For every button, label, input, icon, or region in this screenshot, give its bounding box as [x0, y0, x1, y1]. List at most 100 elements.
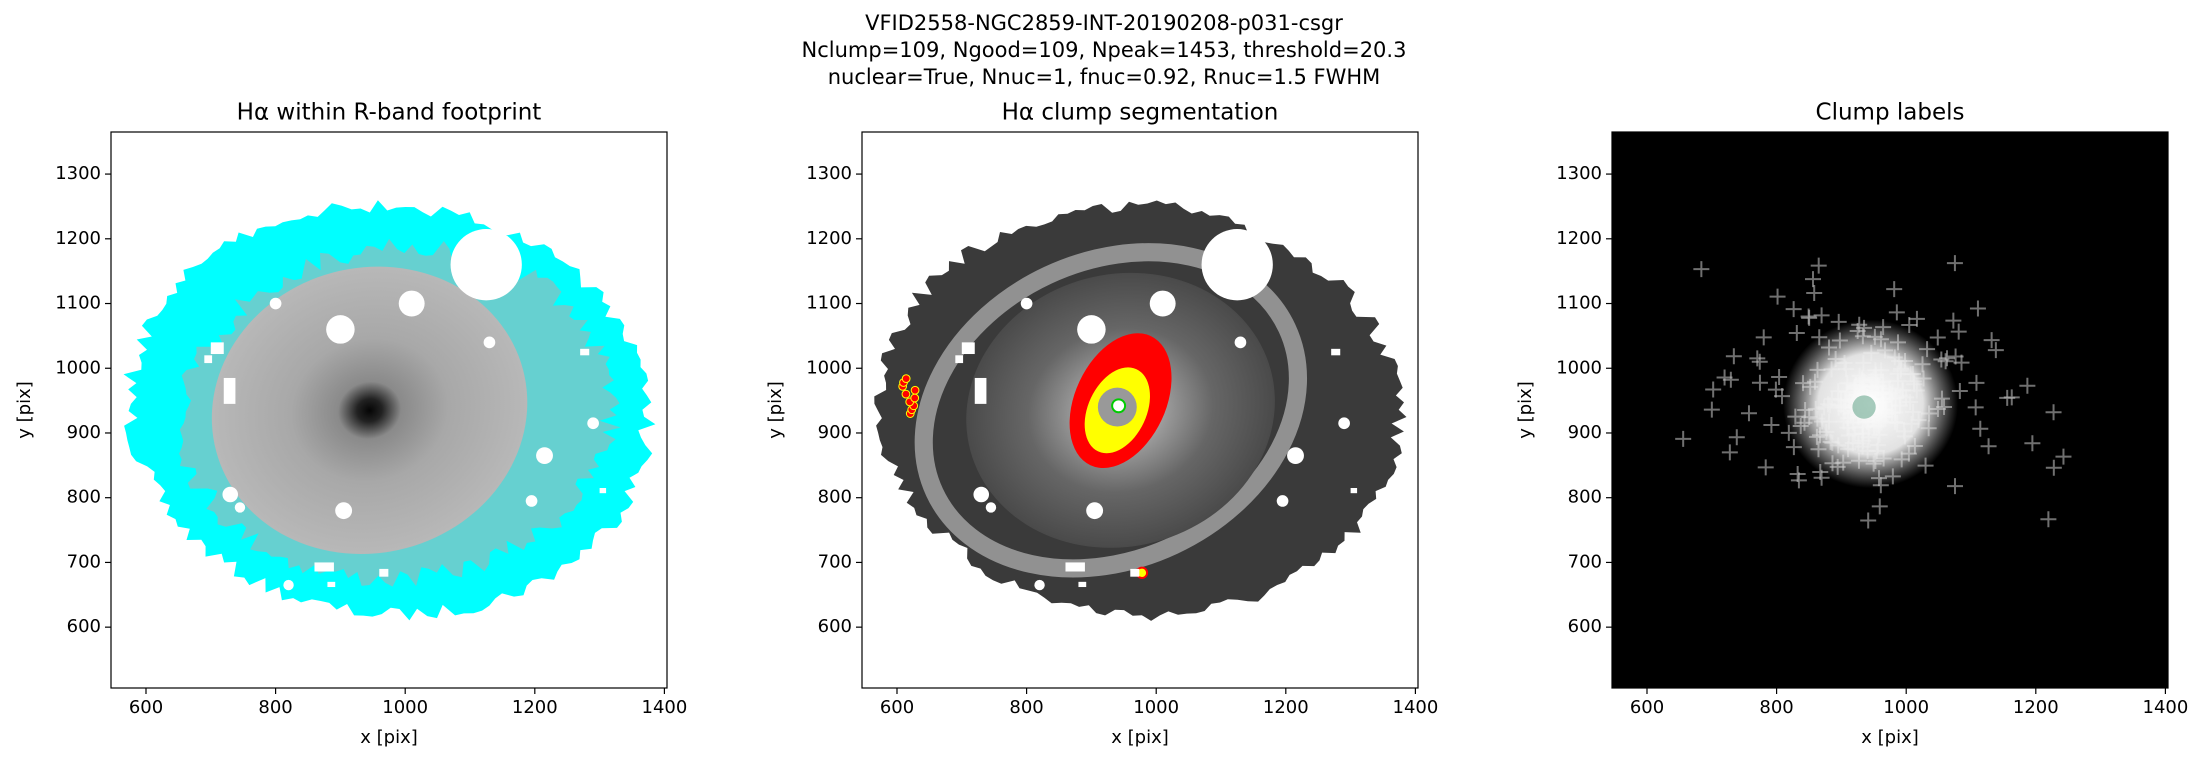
clump-marker [1703, 401, 1720, 418]
y-tick-label: 800 [67, 487, 101, 508]
y-tick-label: 900 [1568, 422, 1602, 443]
masked-area [1065, 562, 1085, 572]
y-tick-label: 900 [67, 422, 101, 443]
masked-area [314, 562, 334, 572]
clump-marker [1805, 271, 1822, 288]
masked-area [955, 355, 964, 364]
clump-marker [1983, 332, 2000, 349]
masked-area [223, 377, 236, 404]
clump-marker [1969, 300, 1986, 317]
clump-marker [1888, 304, 1905, 321]
axes-frame [110, 131, 668, 689]
masked-hole [985, 502, 997, 513]
x-axis-label: x [pix] [1111, 727, 1169, 748]
suptitle: VFID2558-NGC2859-INT-20190208-p031-csgr [865, 11, 1343, 35]
masked-area [210, 342, 224, 355]
x-tick-label: 1200 [2013, 697, 2059, 718]
masked-area [327, 581, 336, 588]
y-tick-label: 600 [1568, 616, 1602, 637]
masked-hole [1086, 502, 1104, 520]
clump-marker [1967, 399, 1984, 416]
axes-frame [861, 131, 1419, 689]
y-tick-label: 1300 [55, 163, 101, 184]
y-tick-label: 1000 [806, 357, 852, 378]
y-tick-label: 700 [1568, 551, 1602, 572]
masked-hole [587, 417, 599, 430]
clump-marker [1757, 459, 1774, 476]
clump-marker [1800, 308, 1817, 325]
clump-marker [1716, 369, 1733, 386]
clump-marker [1886, 281, 1903, 298]
masked-hole [234, 502, 246, 513]
clump-marker [2024, 435, 2041, 452]
clump-marker [1788, 324, 1805, 341]
masked-area [1130, 568, 1140, 577]
clump-marker [1771, 369, 1788, 386]
y-tick-label: 1200 [806, 228, 852, 249]
clump-marker [1946, 255, 1963, 272]
masked-hole [525, 495, 538, 507]
y-axis-label: y [pix] [14, 381, 35, 439]
clump-marker [1755, 329, 1772, 346]
y-axis-label: y [pix] [765, 381, 786, 439]
y-tick-label: 700 [67, 551, 101, 572]
clump-marker [1929, 329, 1946, 346]
clump-dot [901, 389, 911, 399]
clump-marker [1810, 257, 1827, 274]
clump-marker [2040, 511, 2057, 528]
x-tick-label: 1200 [512, 697, 558, 718]
clump-marker [1785, 301, 1802, 318]
masked-area [961, 342, 975, 355]
clump-marker [1728, 429, 1745, 446]
masked-area [1350, 487, 1358, 494]
y-tick-label: 1100 [806, 293, 852, 314]
clump-marker [1769, 288, 1786, 305]
masked-hole [1020, 297, 1033, 310]
clump-dot [901, 374, 911, 383]
clump-marker [1860, 512, 1877, 529]
masked-hole [1077, 315, 1106, 344]
masked-hole [326, 315, 355, 344]
y-tick-label: 1300 [1556, 163, 1602, 184]
x-tick-label: 1000 [1133, 697, 1179, 718]
suptitle: nuclear=True, Nnuc=1, fnuc=0.92, Rnuc=1.… [828, 65, 1381, 89]
clump-marker [1740, 405, 1757, 422]
masked-hole [1149, 290, 1176, 317]
masked-area [204, 355, 213, 364]
clump-marker [1789, 466, 1806, 483]
clump-marker [1751, 353, 1768, 370]
y-tick-label: 1200 [55, 228, 101, 249]
x-tick-label: 1400 [642, 697, 688, 718]
clump-marker [1813, 307, 1830, 324]
clump-marker [1725, 348, 1742, 365]
x-tick-label: 1400 [2143, 697, 2189, 718]
y-tick-label: 600 [67, 616, 101, 637]
clump-marker [1946, 478, 1963, 495]
y-tick-label: 1100 [1556, 293, 1602, 314]
masked-area [1078, 581, 1087, 588]
y-tick-label: 1100 [55, 293, 101, 314]
masked-hole [483, 336, 496, 349]
clump-marker [1908, 310, 1925, 327]
y-axis-label: y [pix] [1515, 381, 1536, 439]
masked-area [599, 487, 607, 494]
masked-area [580, 348, 590, 356]
clump-marker [1987, 342, 2004, 359]
x-axis-label: x [pix] [1861, 727, 1919, 748]
masked-hole [536, 447, 553, 465]
clump-marker [2045, 404, 2062, 421]
clump-marker [1675, 430, 1692, 447]
masked-hole [1201, 229, 1273, 301]
clump-marker [1705, 381, 1722, 398]
x-tick-label: 600 [1630, 697, 1664, 718]
x-tick-label: 600 [129, 697, 163, 718]
clump-marker [1968, 374, 1985, 391]
ring-gap [914, 243, 1308, 578]
y-tick-label: 1000 [1556, 357, 1602, 378]
y-tick-label: 800 [818, 487, 852, 508]
y-tick-label: 900 [818, 422, 852, 443]
x-tick-label: 800 [1759, 697, 1793, 718]
masked-hole [1338, 417, 1350, 430]
clump-marker [1721, 444, 1738, 461]
